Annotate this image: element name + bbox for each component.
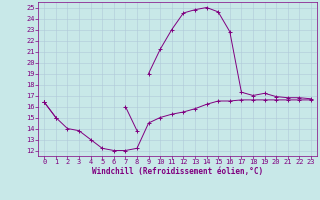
X-axis label: Windchill (Refroidissement éolien,°C): Windchill (Refroidissement éolien,°C) [92, 167, 263, 176]
